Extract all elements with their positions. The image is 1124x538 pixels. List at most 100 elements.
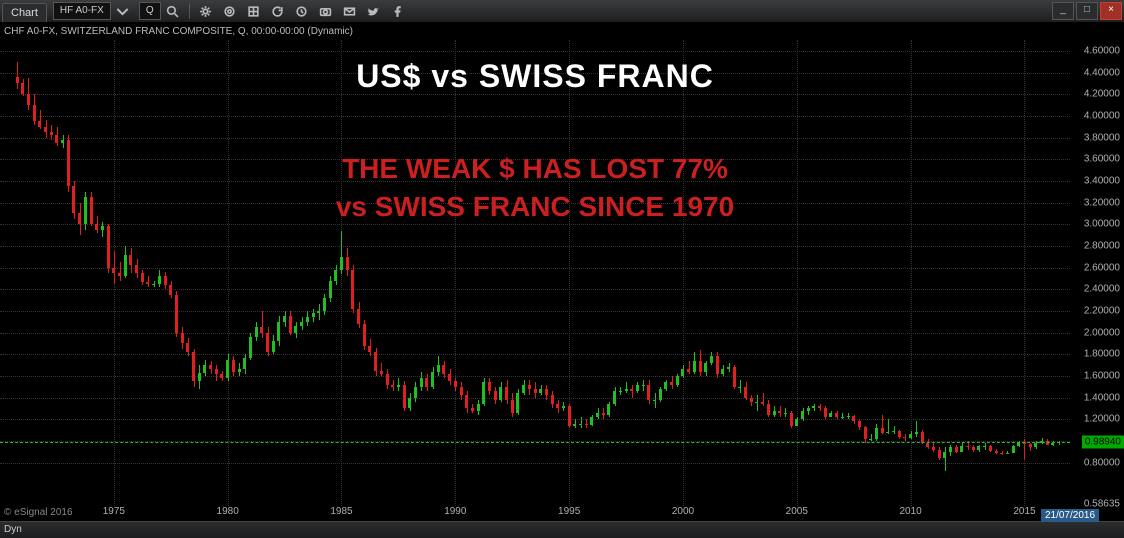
candle-body bbox=[391, 385, 394, 387]
candle-body bbox=[249, 337, 252, 358]
candle-body bbox=[232, 360, 235, 372]
gridline-horizontal bbox=[0, 419, 1070, 420]
clock-icon[interactable] bbox=[293, 2, 311, 20]
gridline-horizontal bbox=[0, 463, 1070, 464]
grid-icon[interactable] bbox=[245, 2, 263, 20]
candle-body bbox=[812, 406, 815, 408]
candle-body bbox=[636, 385, 639, 392]
y-axis-label: 4.00000 bbox=[1084, 110, 1120, 121]
camera-icon[interactable] bbox=[317, 2, 335, 20]
x-axis-label: 1990 bbox=[444, 506, 466, 517]
target-icon[interactable] bbox=[221, 2, 239, 20]
candle-body bbox=[590, 417, 593, 425]
last-price-marker: 0.98940 bbox=[1082, 436, 1124, 449]
candle-body bbox=[277, 322, 280, 342]
gridline-horizontal bbox=[0, 354, 1070, 355]
chart-tab[interactable]: Chart bbox=[2, 3, 47, 22]
candle-body bbox=[579, 424, 582, 425]
candle-body bbox=[266, 333, 269, 353]
y-axis-label: 1.80000 bbox=[1084, 349, 1120, 360]
subtitle-line2: vs SWISS FRANC SINCE 1970 bbox=[336, 191, 734, 222]
candle-wick bbox=[894, 426, 895, 435]
x-axis-label: 2000 bbox=[672, 506, 694, 517]
candle-wick bbox=[381, 363, 382, 376]
candle-body bbox=[289, 316, 292, 332]
candle-wick bbox=[632, 385, 633, 398]
candle-body bbox=[681, 369, 684, 376]
candle-body bbox=[442, 365, 445, 374]
gridline-vertical bbox=[228, 40, 229, 506]
candle-body bbox=[687, 369, 690, 371]
candle-body bbox=[647, 385, 650, 400]
candle-body bbox=[801, 411, 804, 420]
candle-body bbox=[403, 385, 406, 409]
refresh-icon[interactable] bbox=[269, 2, 287, 20]
candle-body bbox=[915, 432, 918, 434]
candle-body bbox=[55, 135, 58, 143]
candle-body bbox=[955, 447, 958, 451]
y-axis-label: 3.40000 bbox=[1084, 175, 1120, 186]
candle-body bbox=[101, 226, 104, 229]
candle-body bbox=[909, 434, 912, 437]
candle-body bbox=[499, 387, 502, 400]
candle-body bbox=[477, 404, 480, 411]
copyright-text: © eSignal 2016 bbox=[4, 507, 73, 518]
candle-body bbox=[494, 391, 497, 400]
candle-body bbox=[704, 363, 707, 372]
candle-body bbox=[425, 378, 428, 387]
y-axis-label: 4.40000 bbox=[1084, 67, 1120, 78]
candle-wick bbox=[689, 361, 690, 374]
close-button[interactable]: × bbox=[1100, 2, 1122, 20]
candle-body bbox=[158, 276, 161, 284]
gear-icon[interactable] bbox=[197, 2, 215, 20]
candle-body bbox=[727, 367, 730, 369]
minimize-button[interactable]: _ bbox=[1052, 2, 1074, 20]
candle-wick bbox=[262, 311, 263, 338]
candle-body bbox=[847, 416, 850, 417]
candle-body bbox=[61, 140, 64, 143]
candle-body bbox=[215, 369, 218, 373]
candle-body bbox=[613, 391, 616, 404]
y-axis-label: 3.00000 bbox=[1084, 219, 1120, 230]
candle-body bbox=[881, 428, 884, 433]
dropdown-icon[interactable] bbox=[114, 2, 132, 20]
candle-body bbox=[995, 451, 998, 453]
candle-body bbox=[243, 358, 246, 370]
candle-body bbox=[562, 406, 565, 408]
facebook-icon[interactable] bbox=[389, 2, 407, 20]
candle-body bbox=[1006, 453, 1009, 454]
subtitle-line1: THE WEAK $ HAS LOST 77% bbox=[342, 153, 728, 184]
price-chart[interactable] bbox=[0, 40, 1070, 506]
candle-body bbox=[903, 437, 906, 438]
search-icon[interactable] bbox=[164, 2, 182, 20]
candle-body bbox=[312, 313, 315, 317]
candle-body bbox=[744, 387, 747, 398]
toolbar-separator bbox=[189, 3, 190, 19]
candle-body bbox=[750, 398, 753, 402]
y-axis-label: 3.80000 bbox=[1084, 132, 1120, 143]
candle-body bbox=[186, 343, 189, 352]
interval-input[interactable]: Q bbox=[139, 2, 161, 20]
candle-body bbox=[209, 365, 212, 369]
symbol-info-line: CHF A0-FX, SWITZERLAND FRANC COMPOSITE, … bbox=[4, 26, 353, 37]
gridline-vertical bbox=[797, 40, 798, 506]
candle-body bbox=[129, 255, 132, 266]
y-axis: 0.800001.000001.200001.400001.600001.800… bbox=[1070, 40, 1124, 506]
candle-body bbox=[1012, 446, 1015, 453]
candle-body bbox=[755, 402, 758, 403]
overlay-title: US$ vs SWISS FRANC bbox=[0, 58, 1070, 95]
symbol-input[interactable]: HF A0-FX bbox=[53, 2, 111, 20]
candle-wick bbox=[643, 380, 644, 391]
candle-body bbox=[642, 385, 645, 386]
x-axis-label: 2005 bbox=[786, 506, 808, 517]
candle-body bbox=[1029, 444, 1032, 447]
candle-body bbox=[135, 265, 138, 273]
maximize-button[interactable]: □ bbox=[1076, 2, 1098, 20]
x-axis-label: 1980 bbox=[217, 506, 239, 517]
envelope-icon[interactable] bbox=[341, 2, 359, 20]
candle-body bbox=[864, 427, 867, 439]
last-price-line bbox=[0, 442, 1070, 443]
bottom-tab[interactable]: Dyn bbox=[4, 524, 22, 535]
twitter-icon[interactable] bbox=[365, 2, 383, 20]
candle-body bbox=[573, 424, 576, 426]
